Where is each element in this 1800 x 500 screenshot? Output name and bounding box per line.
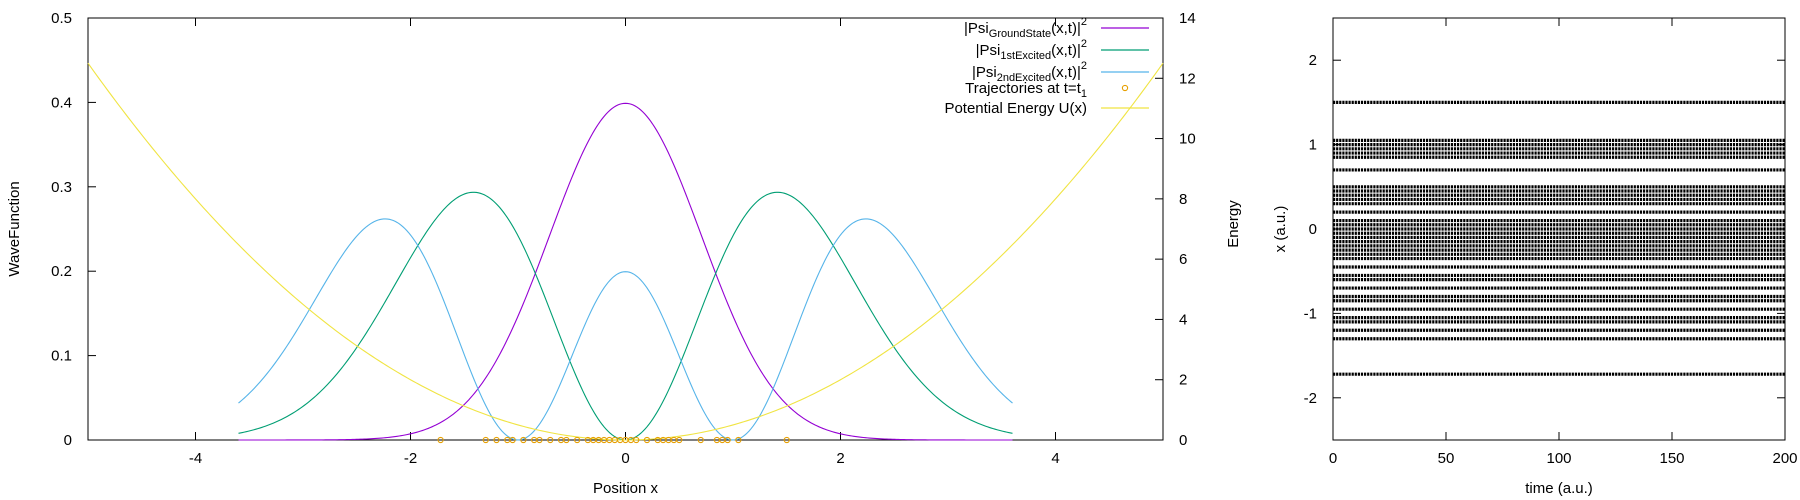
legend-superscript: 2 xyxy=(1081,60,1087,72)
trajectory-point xyxy=(493,436,500,444)
trajectory-point xyxy=(573,436,581,444)
left-x-axis-label: Position x xyxy=(593,480,659,497)
legend-superscript: 2 xyxy=(1081,38,1087,50)
right-x-tick-label: 150 xyxy=(1659,450,1684,467)
right-x-tick-label: 100 xyxy=(1546,450,1571,467)
left-x-tick-label: -4 xyxy=(189,450,202,467)
legend-text: Potential Energy U(x) xyxy=(944,100,1087,117)
trajectory-point xyxy=(509,436,516,444)
right-x-tick-label: 0 xyxy=(1329,450,1337,467)
trajectory-point xyxy=(563,436,570,444)
left-y2-tick-label: 10 xyxy=(1179,131,1196,148)
right-x-tick-label: 50 xyxy=(1438,450,1455,467)
left-y2-tick-label: 4 xyxy=(1179,311,1187,328)
legend-subscript: 2ndExcited xyxy=(997,72,1051,84)
legend-entry-trajectories: Trajectories at t=t1 xyxy=(965,80,1087,100)
left-y2-ticks: 0 2 4 6 8 10 12 14 xyxy=(1155,10,1196,449)
legend-text: Trajectories at t=t xyxy=(965,80,1082,97)
legend-text: |Psi xyxy=(976,42,1001,59)
right-y-tick-label: -1 xyxy=(1304,305,1317,322)
left-x-tick-label: 0 xyxy=(621,450,629,467)
potential-curve xyxy=(87,62,1164,441)
right-chart: 0 50 100 150 200 -2 -1 0 1 2 time (a.u.) x (a.u.… xyxy=(1272,17,1798,497)
left-x-tick-label: 4 xyxy=(1051,450,1059,467)
right-y-tick-label: -2 xyxy=(1304,390,1317,407)
left-y2-tick-label: 6 xyxy=(1179,251,1187,268)
right-trajectory-rows xyxy=(1333,100,1785,376)
trajectory-point xyxy=(724,436,731,444)
legend-subscript: 1stExcited xyxy=(1000,50,1051,62)
trajectory-point xyxy=(643,436,651,444)
trajectory-point xyxy=(697,436,704,444)
trajectory-point xyxy=(536,436,543,444)
left-series-group xyxy=(87,62,1164,441)
legend-text: |Psi xyxy=(972,64,997,81)
left-x-tick-label: -2 xyxy=(404,450,417,467)
left-y-axis-label: WaveFunction xyxy=(6,181,23,276)
left-y2-tick-label: 2 xyxy=(1179,372,1187,389)
right-plot-frame xyxy=(1332,17,1786,441)
legend-text: |Psi xyxy=(964,20,989,37)
legend-entry-second: |Psi2ndExcited(x,t)|2 xyxy=(972,60,1087,84)
left-trajectory-points xyxy=(437,436,790,444)
legend-text-post: (x,t)| xyxy=(1051,20,1081,37)
trajectory-point xyxy=(783,436,790,444)
legend-entry-ground: |PsiGroundState(x,t)|2 xyxy=(964,16,1087,40)
trajectory-point xyxy=(482,436,489,444)
second-curve xyxy=(238,218,1013,441)
trajectory-point xyxy=(437,436,444,444)
legend: |PsiGroundState(x,t)|2|Psi1stExcited(x,t… xyxy=(944,16,1149,117)
right-y-ticks: -2 -1 0 1 2 xyxy=(1304,52,1785,407)
trajectory-point xyxy=(547,436,554,444)
left-y2-tick-label: 0 xyxy=(1179,432,1187,449)
legend-entry-potential: Potential Energy U(x) xyxy=(944,100,1087,117)
trajectory-point xyxy=(676,436,683,444)
legend-swatch-trajectories xyxy=(1121,84,1129,92)
right-x-tick-label: 200 xyxy=(1772,450,1797,467)
first-curve xyxy=(238,191,1013,441)
left-y2-tick-label: 8 xyxy=(1179,191,1187,208)
legend-entry-first: |Psi1stExcited(x,t)|2 xyxy=(976,38,1087,62)
left-x-ticks: -4 -2 0 2 4 xyxy=(189,18,1060,467)
left-y-tick-label: 0.4 xyxy=(51,94,72,111)
left-y2-tick-label: 14 xyxy=(1179,10,1196,27)
right-y-axis-label: x (a.u.) xyxy=(1272,206,1289,253)
left-y-tick-label: 0.2 xyxy=(51,263,72,280)
left-y-tick-label: 0.3 xyxy=(51,179,72,196)
trajectory-point xyxy=(735,436,742,444)
right-x-ticks: 0 50 100 150 200 xyxy=(1329,18,1798,467)
left-y-tick-label: 0.5 xyxy=(51,10,72,27)
right-y-tick-label: 0 xyxy=(1309,221,1317,238)
left-y2-axis-label: Energy xyxy=(1225,200,1242,248)
legend-subscript: GroundState xyxy=(989,28,1051,40)
ground-curve xyxy=(238,102,1013,441)
trajectory-point xyxy=(520,436,527,444)
right-x-axis-label: time (a.u.) xyxy=(1525,480,1593,497)
legend-superscript: 2 xyxy=(1081,16,1087,28)
legend-text-post: (x,t)| xyxy=(1051,64,1081,81)
legend-text-post: (x,t)| xyxy=(1051,42,1081,59)
trajectory-point xyxy=(633,436,640,444)
left-y2-tick-label: 12 xyxy=(1179,70,1196,87)
right-y-tick-label: 1 xyxy=(1309,137,1317,154)
left-y-tick-label: 0.1 xyxy=(51,348,72,365)
left-x-tick-label: 2 xyxy=(836,450,844,467)
legend-subscript: 1 xyxy=(1081,88,1087,100)
left-y-ticks: 0 0.1 0.2 0.3 0.4 0.5 xyxy=(51,10,96,449)
right-y-tick-label: 2 xyxy=(1309,52,1317,69)
left-y-tick-label: 0 xyxy=(64,432,72,449)
